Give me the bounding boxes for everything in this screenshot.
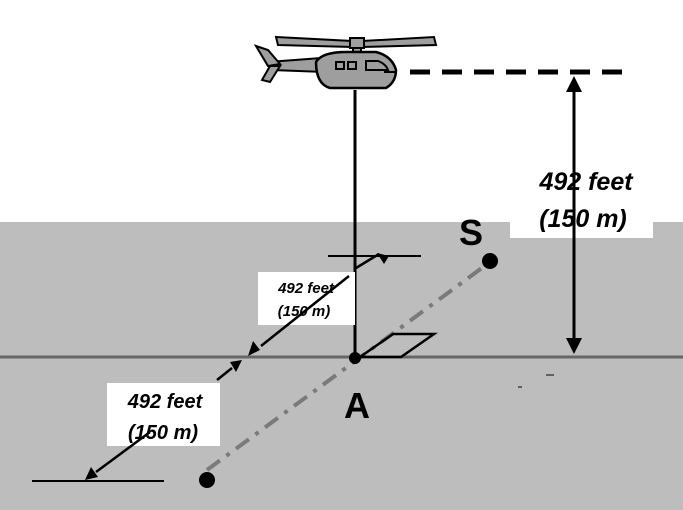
ground-square xyxy=(356,332,438,359)
altitude-arrow xyxy=(566,76,582,354)
altitude-feet-label: 492 feet xyxy=(538,168,634,196)
altitude-label-box xyxy=(510,163,653,238)
altitude-meters-label: (150 m) xyxy=(539,205,627,233)
point-s-marker xyxy=(482,253,498,269)
point-s-label: S xyxy=(459,212,483,253)
upper-distance-meters-label: (150 m) xyxy=(278,303,331,320)
upper-distance-arrow xyxy=(248,252,389,356)
lower-distance-meters-label: (150 m) xyxy=(128,422,198,444)
lower-distance-arrow xyxy=(85,360,242,480)
upper-label-box xyxy=(258,272,355,325)
lower-label-box xyxy=(107,383,220,446)
point-a-marker xyxy=(349,352,361,364)
lower-distance-feet-label: 492 feet xyxy=(127,391,204,413)
point-a-label: A xyxy=(344,385,370,426)
flight-path-line xyxy=(205,260,492,472)
upper-distance-feet-label: 492 feet xyxy=(277,280,335,297)
flight-path-end-marker xyxy=(199,472,215,488)
ground-plane xyxy=(0,222,683,510)
helicopter-icon xyxy=(253,35,438,90)
